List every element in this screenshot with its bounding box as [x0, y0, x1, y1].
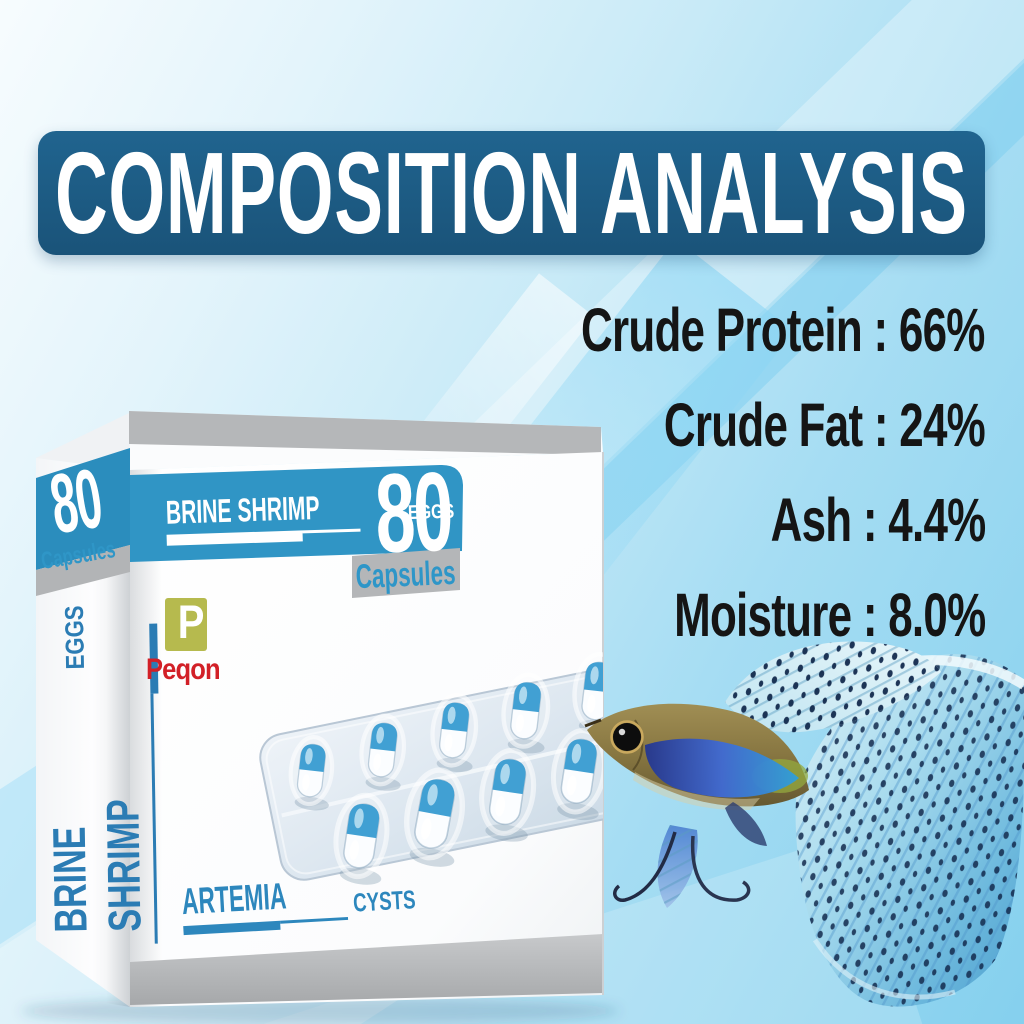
fish-pelvic-fins	[613, 802, 767, 908]
box-top-gray-strip	[129, 411, 601, 455]
product-title: BRINE SHRIMP	[42, 798, 151, 934]
footer-title: ARTEMIA	[180, 875, 288, 923]
composition-line: Moisture : 8.0%	[673, 580, 986, 649]
product-title: BRINE SHRIMP	[165, 488, 321, 531]
underline	[280, 916, 349, 924]
side-count-label: 80	[44, 450, 108, 552]
front-unit-label: Capsules	[355, 553, 457, 596]
blister-pack	[259, 635, 603, 906]
brand-monogram-icon: P	[165, 597, 207, 651]
fish-eye	[613, 723, 641, 751]
composition-line: Crude Fat : 24%	[663, 390, 986, 459]
fish-body	[584, 703, 809, 811]
composition-line: Crude Protein : 66%	[581, 295, 985, 364]
composition-analysis-banner: COMPOSITION ANALYSIS	[38, 131, 985, 255]
composition-list: Crude Protein : 66% Crude Fat : 24% Ash …	[424, 282, 985, 662]
product-title-suffix: EGGS	[58, 605, 90, 670]
banner-title: COMPOSITION ANALYSIS	[55, 128, 968, 258]
composition-line: Ash : 4.4%	[770, 485, 986, 554]
guppy-fish-image	[584, 641, 1024, 1007]
fish-tail-fin	[795, 654, 1024, 1007]
side-vertical-title: BRINE SHRIMP EGGS	[38, 599, 159, 970]
brand-name: Peqon	[146, 653, 221, 686]
product-box-image	[20, 411, 620, 1024]
brand-logo: P Peqon	[146, 597, 256, 687]
fish-dorsal-fin	[725, 641, 941, 733]
box-spine-shade	[106, 467, 130, 1007]
underline	[302, 528, 361, 534]
box-front-gray-band	[352, 548, 460, 598]
box-side-blue-band	[36, 448, 130, 570]
box-side-gray-band	[36, 545, 130, 596]
box-bottom-gray-band	[130, 934, 603, 1005]
footer-title-suffix: CYSTS	[351, 884, 416, 918]
